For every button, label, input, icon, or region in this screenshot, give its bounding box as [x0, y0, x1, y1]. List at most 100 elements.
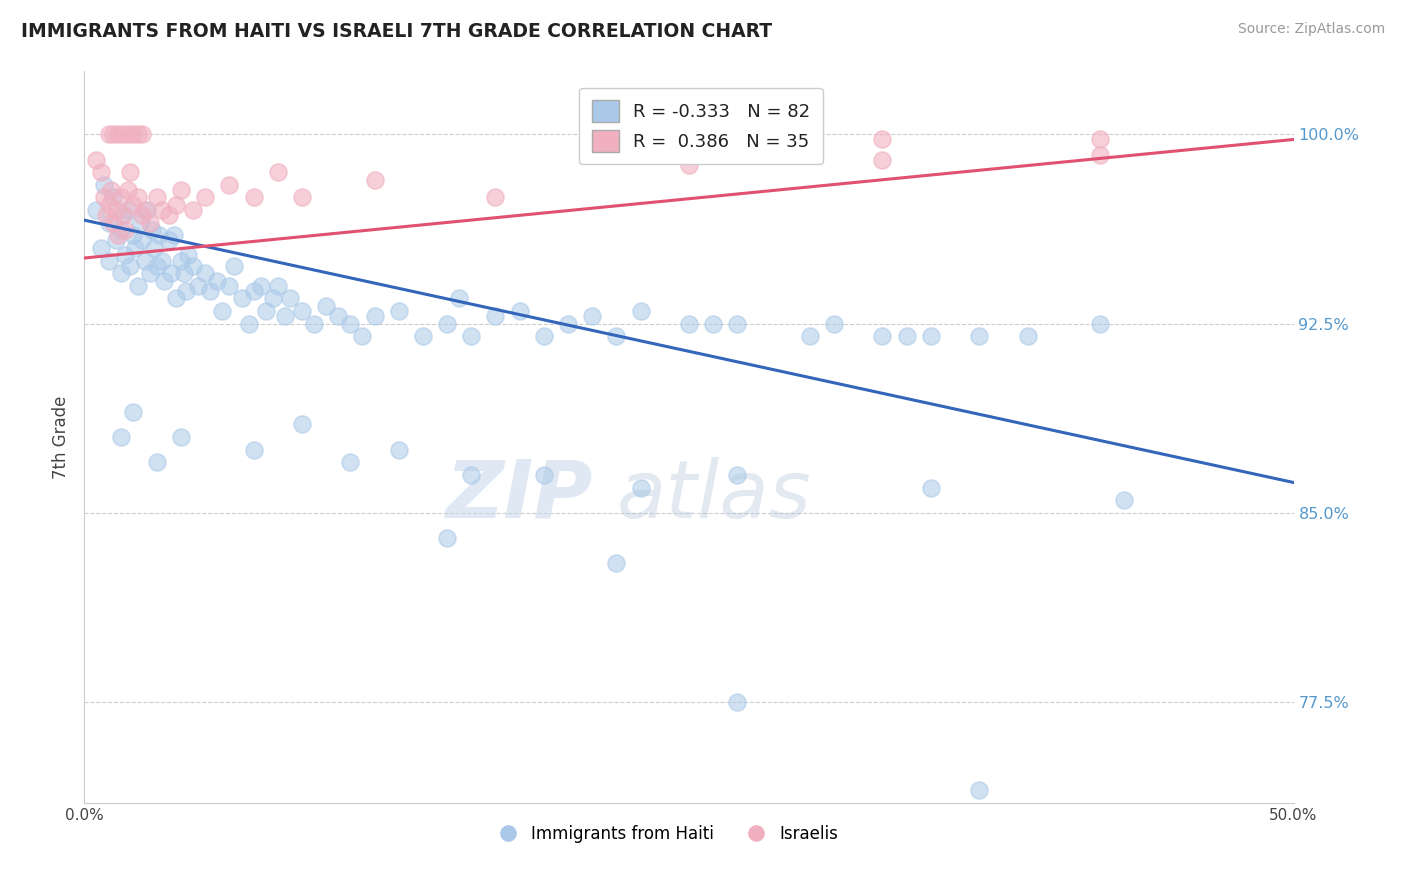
Point [533, 329, 555, 343]
Point [177, 248, 200, 262]
Point [484, 309, 506, 323]
Point [86, 153, 108, 167]
Point [112, 208, 135, 222]
Point [339, 455, 361, 469]
Point [328, 309, 350, 323]
Point [90, 165, 112, 179]
Point [823, 317, 845, 331]
Point [107, 128, 129, 142]
Point [725, 467, 748, 482]
Point [127, 278, 149, 293]
Point [352, 329, 374, 343]
Text: atlas: atlas [616, 457, 811, 534]
Point [194, 190, 217, 204]
Point [449, 291, 471, 305]
Point [97, 128, 120, 142]
Point [211, 304, 233, 318]
Point [291, 190, 314, 204]
Point [274, 309, 297, 323]
Point [725, 317, 748, 331]
Point [291, 304, 314, 318]
Point [605, 329, 627, 343]
Point [173, 266, 195, 280]
Point [630, 304, 652, 318]
Point [242, 284, 264, 298]
Point [127, 128, 149, 142]
Point [110, 430, 132, 444]
Point [339, 317, 361, 331]
Point [131, 128, 153, 142]
Point [134, 253, 156, 268]
Point [920, 329, 942, 343]
Y-axis label: 7th Grade: 7th Grade [52, 395, 70, 479]
Point [1088, 147, 1111, 161]
Point [363, 173, 385, 187]
Point [872, 153, 894, 167]
Point [157, 233, 180, 247]
Point [150, 253, 173, 268]
Point [157, 208, 180, 222]
Point [90, 241, 112, 255]
Point [121, 198, 143, 212]
Point [224, 259, 246, 273]
Point [187, 278, 209, 293]
Point [127, 190, 149, 204]
Point [120, 259, 142, 273]
Point [136, 203, 159, 218]
Point [97, 216, 120, 230]
Point [103, 216, 125, 230]
Point [799, 329, 821, 343]
Point [254, 304, 277, 318]
Point [117, 183, 139, 197]
Point [1088, 317, 1111, 331]
Point [86, 203, 108, 218]
Point [207, 274, 229, 288]
Point [533, 467, 555, 482]
Point [174, 284, 197, 298]
Point [181, 259, 204, 273]
Point [112, 128, 135, 142]
Point [484, 190, 506, 204]
Point [165, 291, 187, 305]
Point [103, 190, 125, 204]
Point [124, 241, 146, 255]
Point [165, 198, 187, 212]
Point [388, 304, 411, 318]
Point [231, 291, 253, 305]
Point [138, 216, 160, 230]
Point [1114, 493, 1136, 508]
Point [134, 203, 156, 218]
Point [436, 531, 458, 545]
Point [242, 190, 264, 204]
Point [460, 467, 482, 482]
Text: Source: ZipAtlas.com: Source: ZipAtlas.com [1237, 22, 1385, 37]
Point [198, 284, 221, 298]
Point [110, 223, 132, 237]
Point [678, 317, 700, 331]
Point [104, 233, 127, 247]
Point [872, 132, 894, 146]
Point [107, 228, 129, 243]
Text: IMMIGRANTS FROM HAITI VS ISRAELI 7TH GRADE CORRELATION CHART: IMMIGRANTS FROM HAITI VS ISRAELI 7TH GRA… [21, 22, 772, 41]
Legend: R = -0.333   N = 82, R =  0.386   N = 35: R = -0.333 N = 82, R = 0.386 N = 35 [579, 87, 823, 164]
Point [678, 158, 700, 172]
Point [605, 556, 627, 570]
Point [315, 299, 337, 313]
Point [1088, 132, 1111, 146]
Point [872, 329, 894, 343]
Point [163, 228, 186, 243]
Point [363, 309, 385, 323]
Point [1017, 329, 1039, 343]
Point [278, 291, 301, 305]
Point [150, 203, 173, 218]
Point [153, 274, 176, 288]
Point [920, 481, 942, 495]
Point [120, 165, 142, 179]
Point [412, 329, 434, 343]
Point [97, 198, 120, 212]
Point [93, 190, 115, 204]
Point [170, 253, 193, 268]
Point [146, 259, 169, 273]
Point [94, 208, 117, 222]
Point [103, 128, 125, 142]
